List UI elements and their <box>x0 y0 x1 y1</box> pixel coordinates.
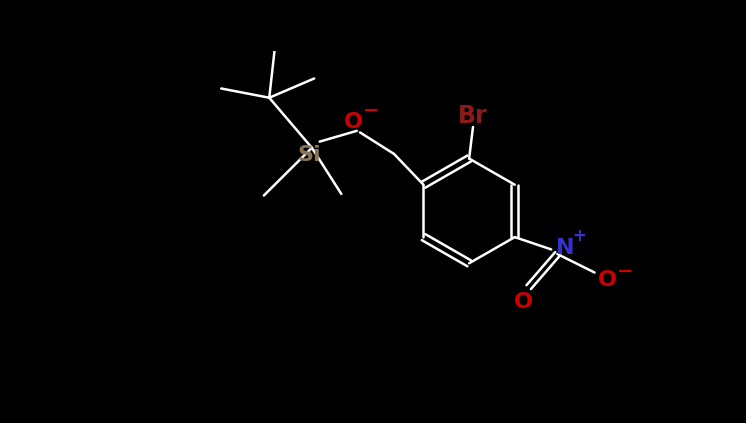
Text: +: + <box>572 227 586 244</box>
Text: O: O <box>598 270 616 290</box>
Text: N: N <box>556 238 574 258</box>
Text: −: − <box>363 102 380 120</box>
Text: Br: Br <box>458 104 488 128</box>
Text: −: − <box>617 261 633 280</box>
Text: O: O <box>344 112 363 132</box>
Text: O: O <box>514 292 533 312</box>
Text: Si: Si <box>297 146 321 165</box>
